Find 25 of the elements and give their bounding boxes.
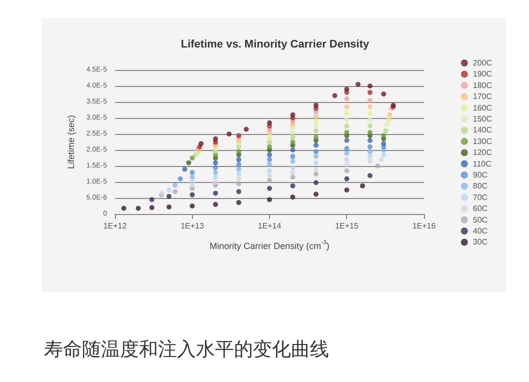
legend-label: 150C bbox=[472, 114, 492, 124]
legend-label: 50C bbox=[472, 215, 488, 224]
text: 寿命随温度和注入水平的变化曲线 bbox=[44, 338, 329, 360]
legend-label: 200C bbox=[472, 58, 492, 68]
chart-title: Lifetime vs. Minority Carrier Density bbox=[180, 38, 370, 50]
legend-label: 60C bbox=[472, 204, 488, 214]
legend-label: 80C bbox=[472, 182, 488, 191]
legend-label: 190C bbox=[472, 70, 492, 79]
y-axis-title: Lifetime (sec) bbox=[66, 114, 76, 170]
legend-label: 130C bbox=[472, 136, 492, 146]
legend-label: 40C bbox=[472, 226, 488, 236]
legend-label: 110C bbox=[472, 159, 492, 168]
legend-label: 180C bbox=[472, 80, 492, 90]
legend-label: 160C bbox=[472, 103, 492, 112]
legend-label: 70C bbox=[472, 192, 488, 202]
x-tick-label: 1E+16 bbox=[412, 222, 436, 230]
legend-label: 170C bbox=[472, 92, 492, 102]
x-tick-label: 1E+15 bbox=[335, 222, 359, 230]
x-tick-label: 1E+12 bbox=[103, 222, 128, 230]
x-tick-label: 1E+14 bbox=[258, 222, 282, 230]
legend-label: 30C bbox=[472, 238, 488, 247]
legend-label: 90C bbox=[472, 170, 488, 180]
legend-label: 140C bbox=[472, 126, 492, 135]
x-tick-label: 1E+13 bbox=[180, 222, 204, 230]
legend-label: 120C bbox=[472, 148, 492, 158]
